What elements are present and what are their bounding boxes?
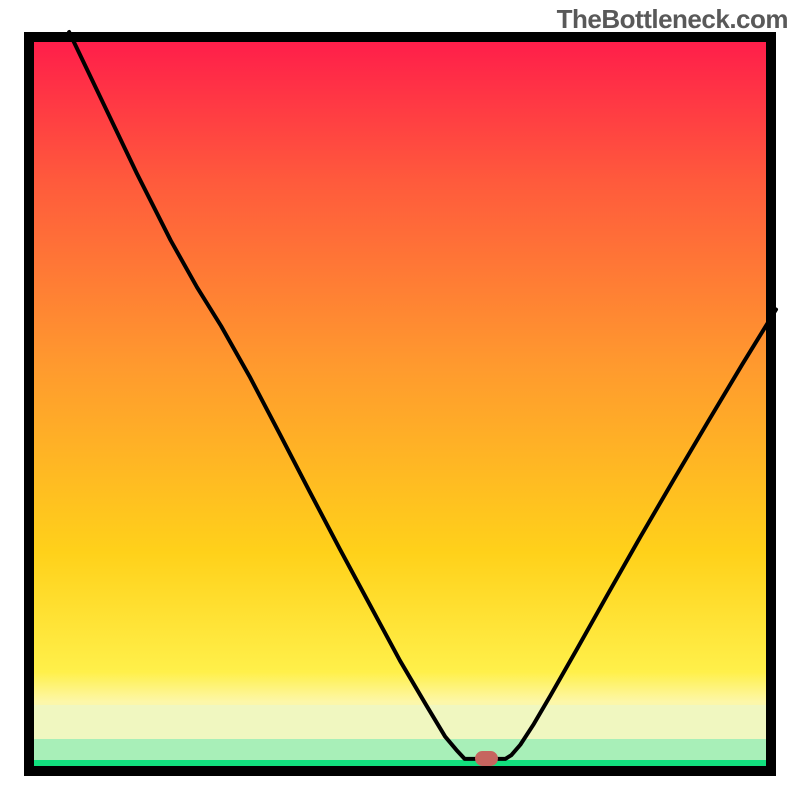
- chart-background-gradient: [24, 32, 776, 776]
- watermark-text: TheBottleneck.com: [557, 4, 788, 35]
- chart-stage: TheBottleneck.com: [0, 0, 800, 800]
